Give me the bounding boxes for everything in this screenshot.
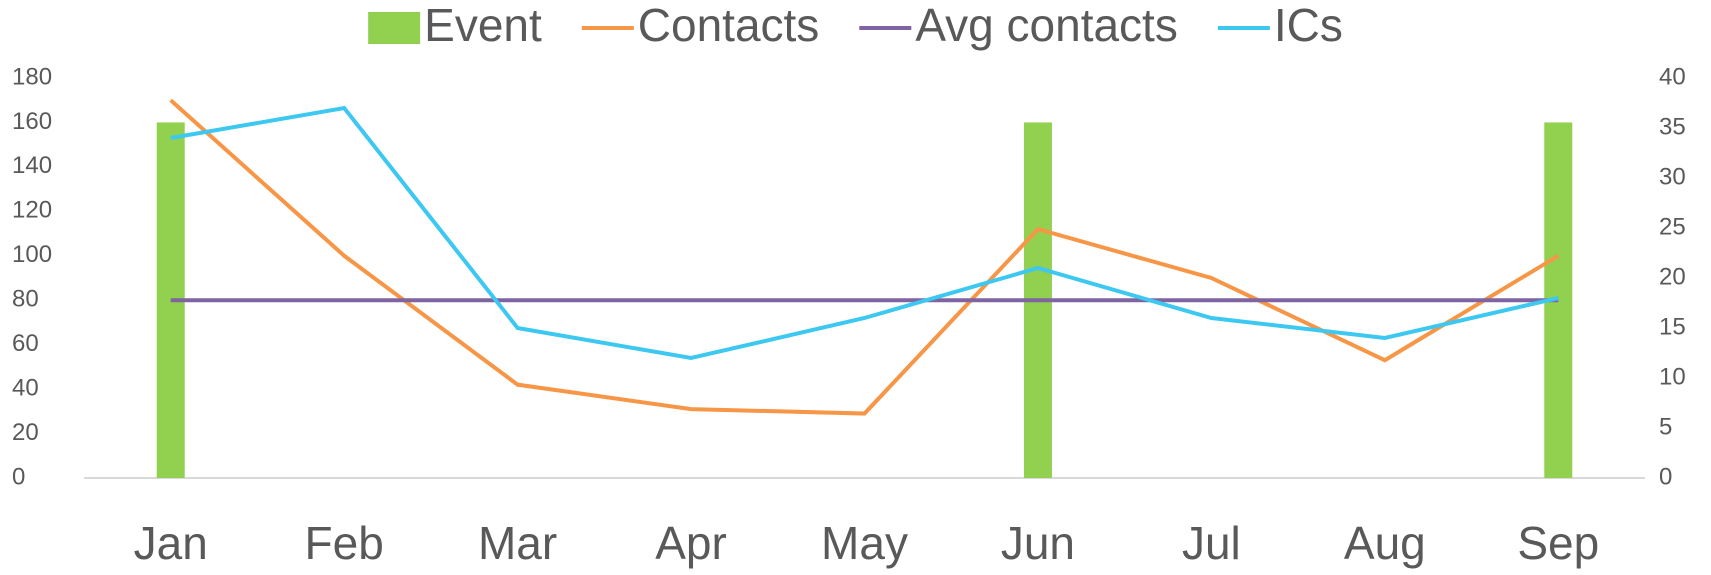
y2-tick-label: 35 [1659, 113, 1686, 140]
legend-label: Contacts [638, 0, 820, 51]
y2-tick-label: 15 [1659, 313, 1686, 340]
y-tick-label: 180 [12, 63, 52, 90]
y-tick-label: 40 [12, 374, 39, 401]
x-tick-label: Mar [478, 517, 557, 569]
legend-item: ICs [1217, 0, 1343, 51]
y-tick-label: 160 [12, 108, 52, 135]
y2-tick-label: 25 [1659, 213, 1686, 240]
y-tick-label: 140 [12, 152, 52, 179]
x-tick-label: Feb [305, 517, 384, 569]
x-tick-label: Jan [134, 517, 208, 569]
y-tick-label: 100 [12, 241, 52, 268]
y-tick-label: 0 [12, 463, 25, 490]
x-tick-label: May [821, 517, 908, 569]
y2-tick-label: 10 [1659, 363, 1686, 390]
y2-tick-label: 0 [1659, 463, 1672, 490]
legend-item: Contacts [581, 0, 820, 51]
x-tick-label: Jul [1182, 517, 1241, 569]
y-tick-label: 120 [12, 197, 52, 224]
x-tick-label: Apr [655, 517, 727, 569]
y2-tick-label: 40 [1659, 63, 1686, 90]
legend-label: Event [424, 0, 542, 51]
y2-tick-label: 5 [1659, 413, 1672, 440]
y-tick-label: 60 [12, 330, 39, 357]
y-tick-label: 80 [12, 286, 39, 313]
y-tick-label: 20 [12, 419, 39, 446]
legend-item: Event [368, 0, 542, 51]
x-tick-label: Aug [1344, 517, 1426, 569]
line-series [169, 98, 1560, 416]
legend-swatch [368, 12, 421, 44]
x-tick-label: Jun [1001, 517, 1075, 569]
line-series [170, 105, 1559, 361]
legend-label: Avg contacts [915, 0, 1178, 51]
x-tick-label: Sep [1517, 517, 1599, 569]
y2-tick-label: 30 [1659, 163, 1686, 190]
y2-tick-label: 20 [1659, 263, 1686, 290]
legend-item: Avg contacts [859, 0, 1178, 51]
legend-label: ICs [1274, 0, 1343, 51]
